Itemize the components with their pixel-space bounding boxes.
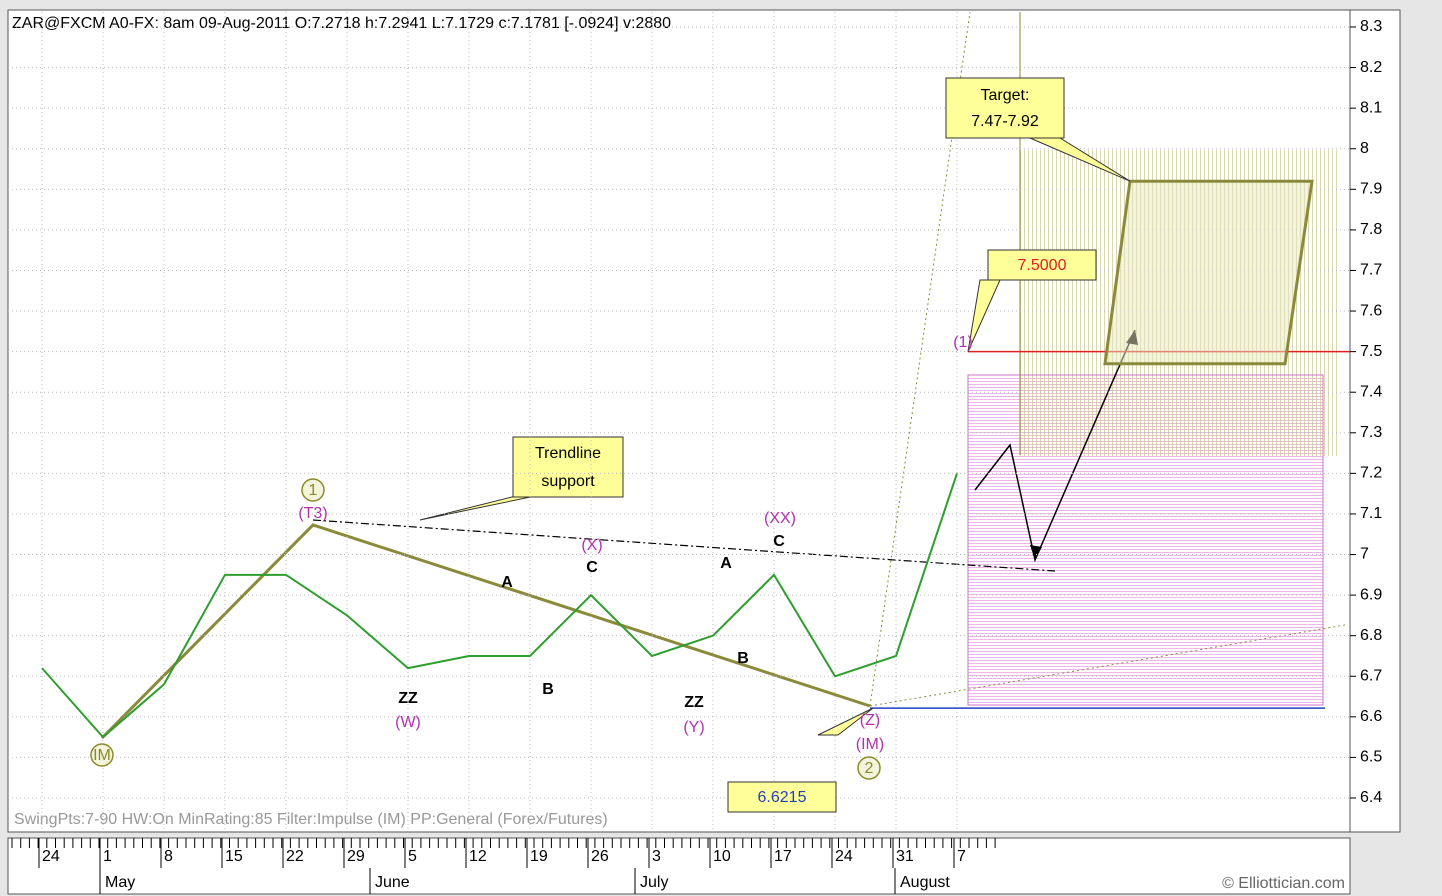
wave-label: B (542, 681, 554, 698)
callout-tail (817, 707, 874, 736)
y-tick-label: 7.6 (1360, 302, 1382, 319)
month-label: July (640, 874, 668, 891)
wave-label: C (586, 559, 598, 576)
x-tick-label: 15 (225, 848, 243, 865)
x-tick-label: 26 (591, 848, 609, 865)
x-tick-label: 3 (652, 848, 661, 865)
y-tick-label: 7.9 (1360, 181, 1382, 198)
wave-label: 1 (309, 482, 318, 499)
y-tick-label: 7.4 (1360, 383, 1382, 400)
month-label: May (105, 874, 135, 891)
wave-label: A (720, 555, 732, 572)
y-tick-label: 7.3 (1360, 424, 1382, 441)
arrow-head (1030, 545, 1042, 560)
x-tick-label: 29 (347, 848, 365, 865)
y-tick-label: 7.2 (1360, 465, 1382, 482)
wave-label: (XX) (764, 510, 796, 527)
y-tick-label: 6.6 (1360, 708, 1382, 725)
callout-box (945, 77, 1065, 139)
month-label: June (375, 874, 410, 891)
y-tick-label: 6.5 (1360, 749, 1382, 766)
x-tick-label: 1 (103, 848, 112, 865)
wave-label: (Z) (860, 712, 880, 729)
y-tick-label: 7 (1360, 546, 1369, 563)
x-tick-label: 7 (957, 848, 966, 865)
callout-box (987, 249, 1097, 281)
chart-title: ZAR@FXCM A0-FX: 8am 09-Aug-2011 O:7.2718… (12, 15, 671, 32)
x-tick-label: 17 (774, 848, 792, 865)
wave-label: 2 (865, 760, 874, 777)
path-arrow (974, 329, 1136, 563)
x-tick-label: 24 (835, 848, 853, 865)
callout-box (512, 436, 624, 498)
fan-line (869, 11, 971, 707)
x-axis-area (7, 837, 1351, 895)
target-title: Target: (981, 87, 1030, 104)
wave-label: (X) (581, 537, 602, 554)
trendline (312, 519, 1056, 572)
wave-label: (IM) (856, 736, 884, 753)
wave-label: ZZ (684, 694, 704, 711)
x-tick-label: 19 (530, 848, 548, 865)
fan-line (869, 624, 1346, 707)
y-tick-label: 8 (1360, 140, 1369, 157)
wave-circle (301, 478, 325, 502)
y-tick-label: 7.7 (1360, 262, 1382, 279)
wave-circle (90, 743, 114, 767)
wave-label: (Y) (683, 719, 704, 736)
y-tick-label: 7.1 (1360, 505, 1382, 522)
callout-box (727, 781, 837, 813)
wave-label: IM (93, 747, 111, 764)
pink-box (967, 374, 1324, 706)
credit: © Elliottician.com (1222, 875, 1345, 892)
x-tick-label: 8 (164, 848, 173, 865)
price-line (41, 473, 958, 739)
target-label: 7.47-7.92 (971, 113, 1039, 130)
x-tick-label: 12 (469, 848, 487, 865)
wave-label: C (773, 533, 785, 550)
footer: SwingPts:7-90 HW:On MinRating:85 Filter:… (14, 811, 608, 828)
y-tick-label: 6.8 (1360, 627, 1382, 644)
wave-label: (T3) (298, 505, 327, 522)
level-label: 7.5000 (1018, 257, 1067, 274)
y-tick-label: 6.4 (1360, 789, 1382, 806)
y-tick-label: 8.1 (1360, 99, 1382, 116)
callout-text: support (541, 473, 595, 490)
y-tick-label: 6.9 (1360, 586, 1382, 603)
level-label: 6.6215 (758, 789, 807, 806)
wave-circle (857, 756, 881, 780)
y-tick-label: 7.8 (1360, 221, 1382, 238)
callout-text: Trendline (535, 445, 601, 462)
target-zone (1103, 179, 1314, 366)
wave-label: B (737, 650, 749, 667)
wave-label: ZZ (398, 690, 418, 707)
y-tick-label: 8.2 (1360, 59, 1382, 76)
wave-label: A (501, 574, 513, 591)
y-tick-label: 7.5 (1360, 343, 1382, 360)
month-label: August (900, 874, 950, 891)
wave-label: (1) (953, 334, 973, 351)
x-tick-label: 31 (896, 848, 914, 865)
x-tick-label: 24 (42, 848, 60, 865)
y-tick-label: 8.3 (1360, 18, 1382, 35)
x-tick-label: 22 (286, 848, 304, 865)
x-tick-label: 10 (713, 848, 731, 865)
y-tick-label: 6.7 (1360, 667, 1382, 684)
x-tick-label: 5 (408, 848, 417, 865)
wave-label: (W) (395, 714, 421, 731)
y-axis-area (1349, 9, 1401, 833)
